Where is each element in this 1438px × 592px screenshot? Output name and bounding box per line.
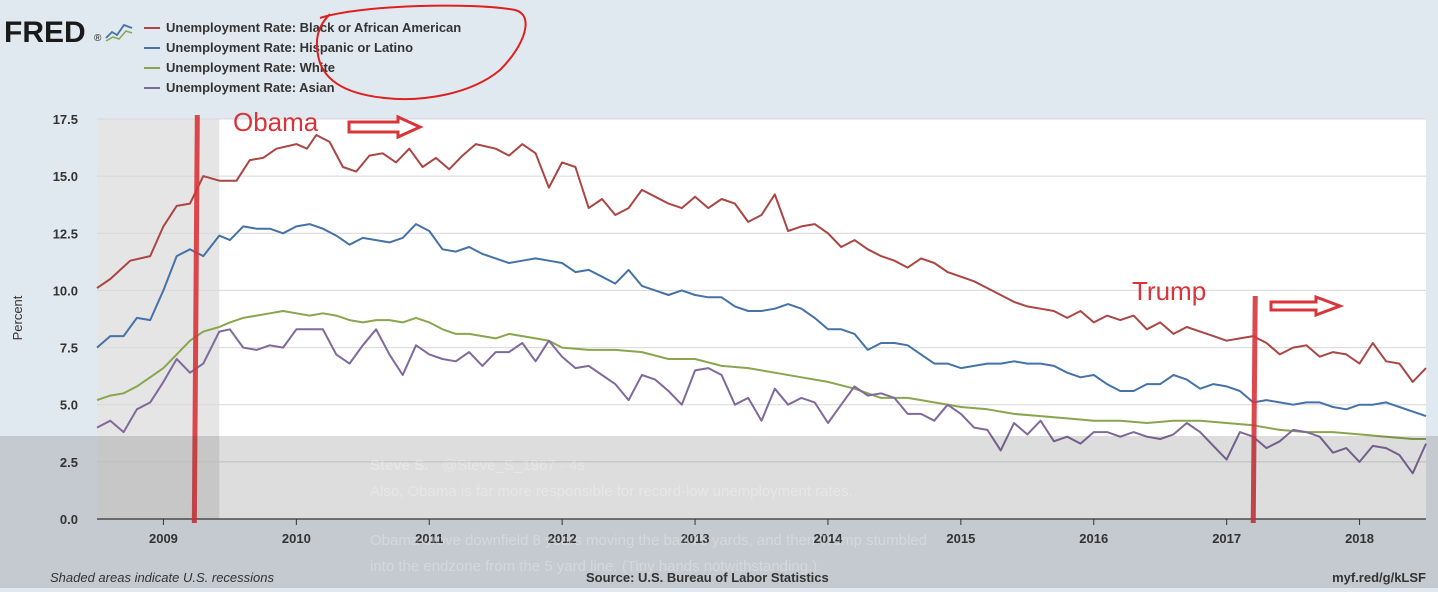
fred-registered-mark: ® [94, 33, 102, 44]
trump-label: Trump [1132, 276, 1206, 306]
tweet-handle: @Steve_S_1967 · 4s [442, 457, 585, 474]
legend-entry-3: Unemployment Rate: Asian [166, 80, 335, 95]
obama-marker-line [191, 114, 200, 524]
tweet-line-1: Also, Obama is far more responsible for … [370, 483, 853, 500]
y-tick-label: 5.0 [60, 398, 78, 413]
y-tick-label: 12.5 [53, 226, 78, 241]
chart-link[interactable]: myf.red/g/kLSF [1332, 570, 1426, 585]
series-lines [96, 134, 1427, 475]
x-axis-ticks: 2009 2010 2011 2012 2013 2014 2015 2016 2017 2018 [149, 519, 1374, 546]
x-tick-label: 2018 [1345, 531, 1374, 546]
legend-entry-2: Unemployment Rate: White [166, 60, 335, 75]
series-line-1 [96, 223, 1427, 418]
gridlines [97, 118, 1426, 463]
trump-arrow-icon [1269, 294, 1345, 318]
obama-label: Obama [233, 107, 319, 137]
y-tick-label: 15.0 [53, 169, 78, 184]
y-tick-label: 0.0 [60, 512, 78, 527]
y-tick-label: 10.0 [53, 283, 78, 298]
fred-logo-text: FRED [4, 16, 86, 49]
x-tick-label: 2010 [282, 531, 311, 546]
x-tick-label: 2014 [813, 531, 843, 546]
hand-drawn-circle [315, 4, 527, 101]
x-tick-label: 2012 [548, 531, 577, 546]
recession-note: Shaded areas indicate U.S. recessions [50, 570, 275, 585]
x-tick-label: 2015 [946, 531, 975, 546]
y-tick-label: 17.5 [53, 112, 78, 127]
x-tick-label: 2013 [681, 531, 710, 546]
x-tick-label: 2016 [1079, 531, 1108, 546]
tweet-line-3: into the endzone from the 5 yard line. (… [370, 558, 817, 575]
legend: Unemployment Rate: Black or African Amer… [144, 20, 461, 95]
series-line-0 [96, 134, 1427, 383]
legend-entry-0: Unemployment Rate: Black or African Amer… [166, 20, 461, 35]
y-tick-label: 2.5 [60, 455, 78, 470]
y-axis-label: Percent [10, 295, 25, 340]
tweet-overlay: Steve S. @Steve_S_1967 · 4s Also, Obama … [0, 436, 1438, 588]
tweet-overlay-background [0, 436, 1438, 588]
x-tick-label: 2017 [1212, 531, 1241, 546]
y-tick-label: 7.5 [60, 341, 78, 356]
fred-logo: FRED ® [4, 16, 133, 49]
tweet-author: Steve S. [370, 457, 428, 474]
plot-area [97, 119, 1426, 519]
x-tick-label: 2009 [149, 531, 178, 546]
trump-marker-line [1250, 295, 1258, 524]
obama-arrow-icon [347, 114, 424, 140]
legend-entry-1: Unemployment Rate: Hispanic or Latino [166, 40, 413, 55]
y-axis-ticks: 0.0 2.5 5.0 7.5 10.0 12.5 15.0 17.5 [53, 112, 78, 527]
source-text: Source: U.S. Bureau of Labor Statistics [586, 570, 829, 585]
series-line-3 [96, 328, 1427, 475]
tweet-line-2: Obama drove downfield 8 years moving the… [370, 532, 927, 549]
line-chart-icon [105, 23, 133, 42]
x-tick-label: 2011 [415, 531, 443, 546]
